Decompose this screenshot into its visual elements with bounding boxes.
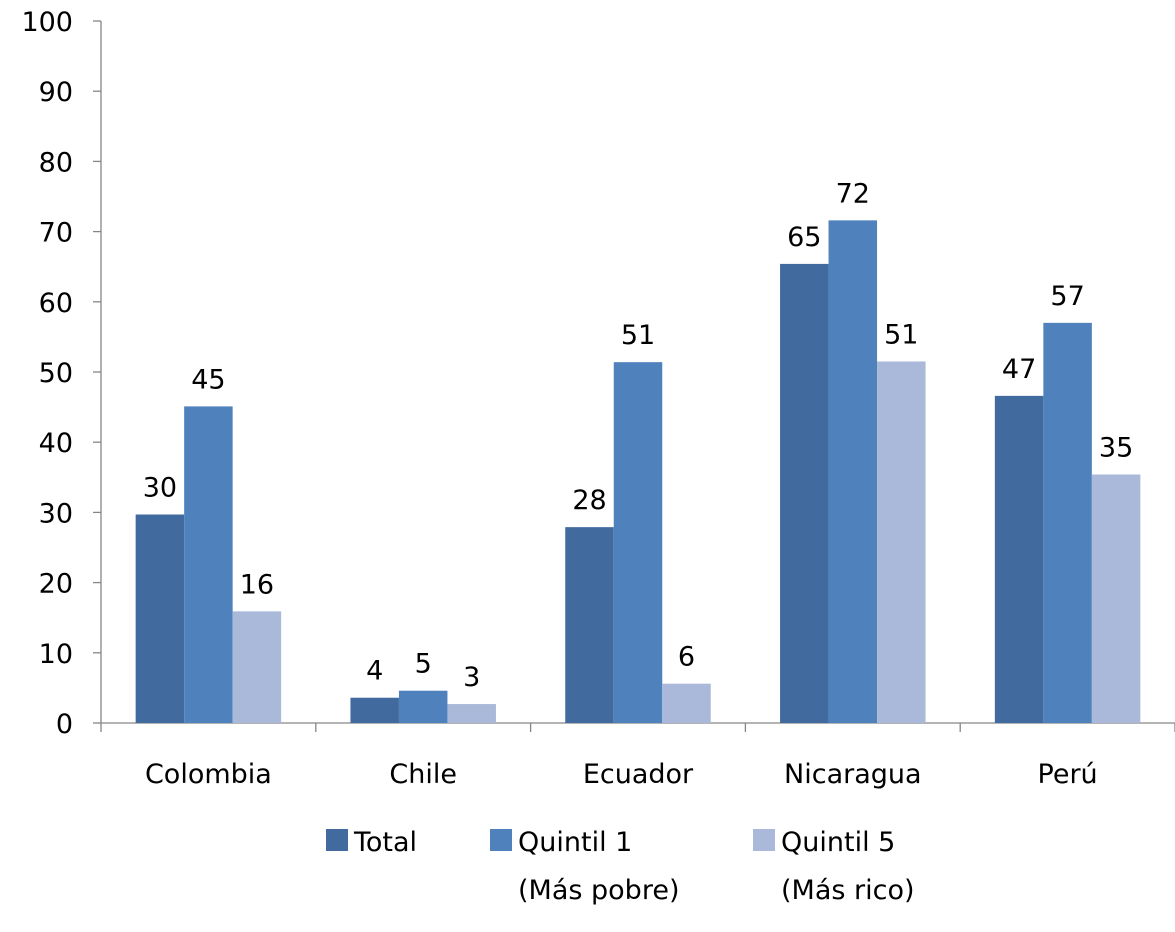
- legend-label: Quintil 5: [781, 827, 895, 858]
- legend-label: Total: [353, 827, 417, 858]
- bar-total: [780, 263, 829, 723]
- data-label: 72: [836, 178, 870, 209]
- bars: [135, 220, 1141, 724]
- legend-label-line2: (Más pobre): [518, 875, 679, 906]
- data-label: 51: [884, 319, 918, 350]
- y-tick-label: 70: [39, 218, 73, 249]
- y-tick-label: 10: [39, 639, 73, 670]
- data-label: 51: [621, 320, 655, 351]
- category-label: Ecuador: [583, 759, 694, 790]
- y-tick-label: 60: [39, 288, 73, 319]
- data-label: 30: [143, 473, 177, 504]
- y-tick-label: 100: [21, 7, 73, 38]
- data-label: 47: [1002, 354, 1036, 385]
- data-label: 5: [415, 649, 432, 680]
- bar-quintil-1: [184, 406, 233, 723]
- bar-quintil-1: [398, 690, 448, 723]
- y-tick-label: 90: [39, 77, 73, 108]
- data-label: 16: [240, 569, 274, 600]
- y-tick-label: 80: [39, 147, 73, 178]
- y-tick-label: 30: [39, 498, 73, 529]
- bar-total: [994, 395, 1044, 723]
- bar-quintil-1: [828, 220, 878, 724]
- y-tick-label: 0: [56, 709, 73, 740]
- data-label: 35: [1099, 432, 1133, 463]
- bar-total: [565, 527, 614, 723]
- bar-quintil-1: [1043, 322, 1092, 723]
- legend-swatch: [326, 829, 348, 851]
- bar-quintil-5: [1091, 474, 1141, 723]
- x-axis: Colombia Chile Ecuador Nicaragua Perú: [100, 722, 1175, 790]
- legend-label-line2: (Más rico): [781, 875, 915, 906]
- data-label: 28: [572, 485, 606, 516]
- bar-quintil-1: [613, 362, 663, 723]
- data-labels: 30 4 28 65 47 45 5 51 72 57 16 3 6 51 35: [143, 178, 1134, 693]
- bar-total: [135, 514, 185, 723]
- bar-total: [350, 697, 399, 723]
- bar-quintil-5: [447, 704, 496, 723]
- data-label: 3: [463, 662, 480, 693]
- category-label: Colombia: [145, 759, 272, 790]
- data-label: 6: [678, 642, 695, 673]
- y-tick-label: 40: [39, 428, 73, 459]
- bar-quintil-5: [877, 361, 926, 723]
- data-label: 45: [191, 364, 225, 395]
- y-tick-label: 20: [39, 569, 73, 600]
- legend: Total Quintil 1 (Más pobre) Quintil 5 (Más r…: [326, 827, 915, 906]
- y-axis: 0 10 20 30 40 50 60 70 80 90 100: [21, 7, 102, 740]
- legend-swatch: [490, 829, 512, 851]
- category-label: Chile: [389, 759, 457, 790]
- legend-swatch: [753, 829, 775, 851]
- legend-label: Quintil 1: [518, 827, 632, 858]
- data-label: 65: [787, 222, 821, 253]
- y-tick-label: 50: [39, 358, 73, 389]
- category-label: Perú: [1038, 759, 1098, 790]
- data-label: 57: [1050, 281, 1084, 312]
- bar-quintil-5: [662, 683, 711, 723]
- bar-quintil-5: [232, 611, 282, 723]
- data-label: 4: [366, 656, 383, 687]
- category-label: Nicaragua: [784, 759, 922, 790]
